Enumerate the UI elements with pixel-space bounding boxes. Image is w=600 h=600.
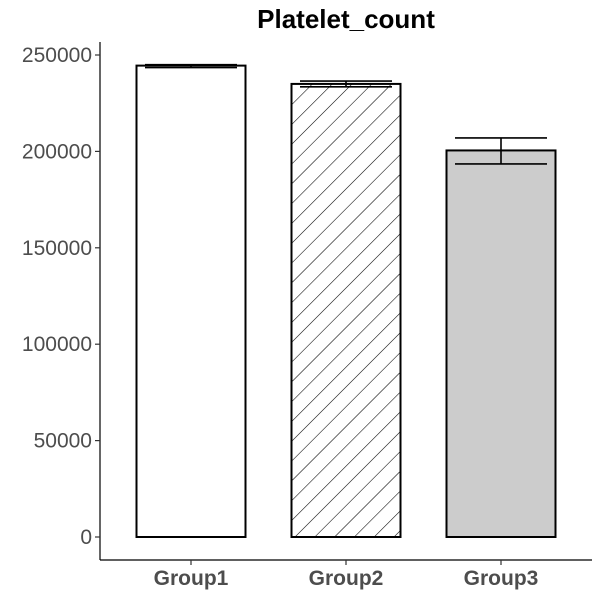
y-tick-label: 150000 — [22, 237, 92, 260]
x-tick-label: Group1 — [154, 567, 229, 590]
error-bar-group3 — [455, 137, 547, 165]
axes-layer: 0 50000 100000 150000 200000 250000 Group1 Grou… — [22, 42, 592, 590]
y-tick-label: 100000 — [22, 333, 92, 356]
y-tick-label: 200000 — [22, 140, 92, 163]
chart-title: Platelet_count — [257, 4, 435, 34]
y-tick-label: 250000 — [22, 44, 92, 67]
y-tick-label: 50000 — [34, 430, 92, 453]
y-tick-label: 0 — [80, 526, 92, 549]
error-bars-layer — [145, 63, 547, 165]
bar-group3 — [445, 149, 557, 538]
bar-group2 — [290, 82, 402, 538]
bars-layer — [135, 64, 557, 538]
x-tick-label: Group3 — [464, 567, 539, 590]
error-bar-group2 — [300, 80, 392, 88]
bar-group1 — [135, 64, 247, 538]
x-tick-label: Group2 — [309, 567, 384, 590]
error-bar-group1 — [145, 63, 237, 69]
